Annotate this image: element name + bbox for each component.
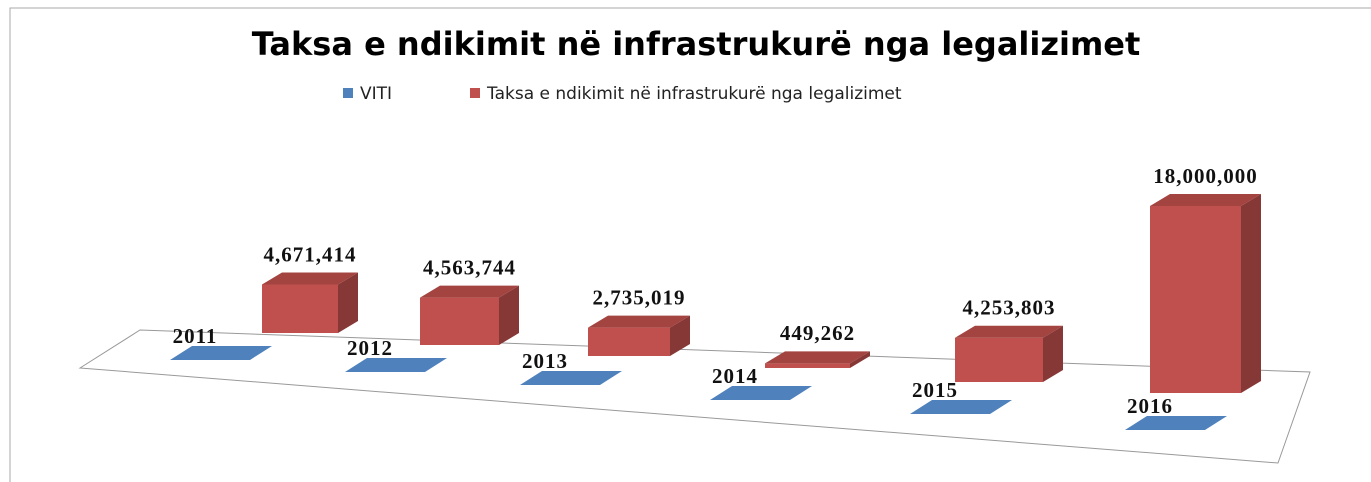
bar-side [850, 351, 870, 368]
bar-top [955, 325, 1063, 338]
bar-top [420, 285, 519, 298]
bar-top [262, 272, 358, 285]
legend-swatch [343, 88, 353, 98]
chart-border [9, 7, 1371, 482]
data-label: 2,735,019 [593, 285, 686, 309]
bar-top [1150, 194, 1261, 206]
data-label: 4,253,803 [963, 296, 1056, 320]
bar-side [670, 315, 690, 356]
bar-side [499, 285, 519, 345]
data-label: 2014 [712, 364, 758, 388]
bar [910, 399, 1012, 414]
bar-top [588, 315, 690, 328]
bar [420, 285, 519, 345]
legend-swatch [470, 88, 480, 98]
bar [1125, 415, 1227, 430]
bar-side [1241, 194, 1261, 393]
bar [170, 345, 272, 360]
bar [588, 315, 690, 356]
bar-side [1043, 325, 1063, 382]
data-label: 2013 [522, 349, 568, 373]
data-label: 2011 [173, 324, 218, 348]
bar [345, 357, 447, 372]
bar [710, 385, 812, 400]
data-label: 2012 [347, 336, 393, 360]
data-label: 4,563,744 [423, 255, 516, 279]
bar-front [1150, 206, 1241, 393]
bar [765, 351, 870, 368]
bar [955, 325, 1063, 382]
data-label: 2016 [1127, 394, 1173, 418]
bar-front [588, 327, 670, 356]
data-label: 18,000,000 [1153, 164, 1258, 188]
data-label: 449,262 [780, 321, 855, 345]
data-label: 2015 [912, 378, 958, 402]
bar-front [765, 363, 850, 368]
bar-side [338, 272, 358, 333]
bar [262, 272, 358, 333]
legend-label: Taksa e ndikimit në infrastrukurë nga le… [486, 84, 902, 104]
legend-label: VITI [360, 84, 392, 104]
bar-front [955, 337, 1043, 382]
bar-front [262, 284, 338, 333]
floor [78, 329, 1311, 464]
chart-title: Taksa e ndikimit në infrastrukurë nga le… [252, 25, 1141, 63]
bar [520, 370, 622, 385]
bar-front [420, 297, 499, 345]
data-label: 4,671,414 [264, 242, 357, 266]
bar-top [765, 351, 870, 364]
bar [1150, 194, 1261, 393]
